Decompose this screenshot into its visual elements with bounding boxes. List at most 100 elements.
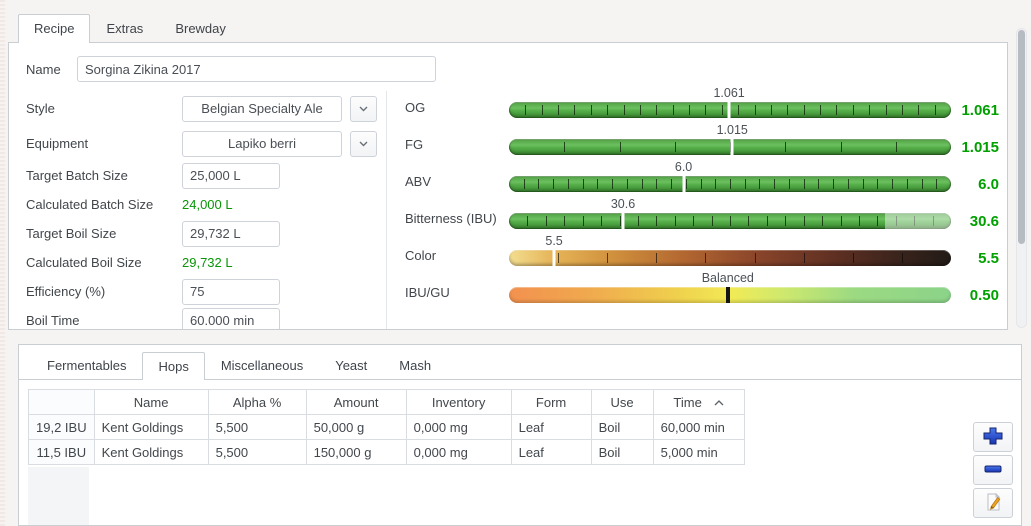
recipe-tabbar: Recipe Extras Brewday — [8, 4, 1008, 43]
cell-inventory[interactable]: 0,000 mg — [405, 439, 512, 465]
tick-mark — [895, 142, 897, 152]
tick-mark — [906, 179, 908, 189]
tick-mark — [901, 253, 903, 263]
column-header-amount[interactable]: Amount — [305, 389, 407, 415]
tick-mark — [558, 253, 560, 263]
color-marker — [552, 250, 556, 266]
tick-mark — [685, 179, 687, 189]
edit-pencil-icon — [983, 492, 1003, 515]
remove-hop-button[interactable] — [973, 455, 1013, 485]
add-hop-button[interactable] — [973, 422, 1013, 452]
cell-form[interactable]: Leaf — [510, 414, 592, 440]
style-dropdown-button[interactable] — [350, 95, 377, 122]
tick-mark — [674, 142, 676, 152]
target-batch-size-input[interactable] — [182, 162, 280, 189]
cell-amount[interactable]: 50,000 g — [305, 414, 407, 440]
cell-alpha[interactable]: 5,500 — [207, 439, 307, 465]
column-header-time[interactable]: Time — [652, 389, 745, 415]
abv-marker-caption: 6.0 — [509, 160, 951, 175]
tab-hops[interactable]: Hops — [142, 352, 205, 380]
tick-mark — [738, 105, 740, 115]
column-header-alpha[interactable]: Alpha % — [207, 389, 307, 415]
ibu-gu-value: 0.50 — [969, 287, 999, 304]
cell-name[interactable]: Kent Goldings — [93, 439, 209, 465]
table-corner-cell[interactable] — [28, 389, 95, 415]
name-label: Name — [26, 61, 61, 77]
column-header-form[interactable]: Form — [510, 389, 592, 415]
tick-mark — [730, 216, 731, 226]
cell-time[interactable]: 60,000 min — [652, 414, 745, 440]
tick-mark — [672, 105, 674, 115]
tick-mark — [840, 216, 842, 226]
tab-extras[interactable]: Extras — [106, 21, 144, 36]
row-header-ibu[interactable]: 19,2 IBU — [28, 414, 95, 440]
boil-time-input[interactable] — [182, 307, 280, 329]
tick-mark — [788, 179, 790, 189]
tab-miscellaneous[interactable]: Miscellaneous — [220, 358, 304, 373]
abv-bar — [509, 176, 951, 192]
tick-mark — [567, 179, 569, 189]
fg-gauge: FG 1.015 1.015 — [387, 123, 1007, 161]
tab-mash[interactable]: Mash — [399, 358, 432, 373]
tick-mark — [597, 179, 599, 189]
tick-mark — [820, 105, 822, 115]
tick-mark — [619, 216, 621, 226]
tick-mark — [754, 253, 756, 263]
cell-name[interactable]: Kent Goldings — [93, 414, 209, 440]
cell-inventory[interactable]: 0,000 mg — [405, 414, 512, 440]
efficiency-input[interactable] — [182, 278, 280, 305]
tick-mark — [774, 179, 776, 189]
tick-mark — [582, 216, 584, 226]
cell-use[interactable]: Boil — [590, 439, 654, 465]
tick-mark — [553, 179, 555, 189]
tick-mark — [803, 105, 805, 115]
equipment-combobox[interactable]: Lapiko berri — [182, 130, 342, 157]
target-batch-size-row: Target Batch Size — [26, 161, 386, 190]
cell-form[interactable]: Leaf — [510, 439, 592, 465]
og-gauge: OG 1.061 1.061 — [387, 86, 1007, 124]
calculated-batch-size-row: Calculated Batch Size 24,000 L — [26, 190, 386, 219]
tick-mark — [689, 105, 691, 115]
tick-mark — [852, 253, 854, 263]
tick-mark — [607, 105, 609, 115]
tick-mark — [785, 216, 787, 226]
equipment-dropdown-button[interactable] — [350, 130, 377, 157]
target-boil-size-input[interactable] — [182, 220, 280, 247]
column-header-inventory[interactable]: Inventory — [405, 389, 512, 415]
column-header-use[interactable]: Use — [590, 389, 654, 415]
tick-mark — [639, 105, 641, 115]
fg-marker — [730, 139, 734, 155]
efficiency-row: Efficiency (%) — [26, 277, 386, 306]
scrollbar-thumb[interactable] — [1018, 30, 1025, 244]
tick-mark — [705, 253, 707, 263]
tick-mark — [744, 179, 746, 189]
ibu-gu-label: IBU/GU — [405, 285, 450, 300]
tick-mark — [770, 105, 772, 115]
column-header-name[interactable]: Name — [93, 389, 209, 415]
tick-mark — [641, 179, 643, 189]
tick-mark — [607, 253, 609, 263]
tick-mark — [748, 216, 750, 226]
tab-fermentables[interactable]: Fermentables — [47, 358, 127, 373]
tick-mark — [545, 216, 547, 226]
tab-yeast[interactable]: Yeast — [335, 358, 368, 373]
recipe-name-input[interactable] — [77, 56, 436, 82]
tick-mark — [921, 179, 923, 189]
cell-time[interactable]: 5,000 min — [652, 439, 745, 465]
cell-use[interactable]: Boil — [590, 414, 654, 440]
row-header-ibu[interactable]: 11,5 IBU — [28, 439, 95, 465]
ibu-gu-bar — [509, 287, 951, 303]
ingredients-tabbar: Fermentables Hops Miscellaneous Yeast Mash — [19, 345, 1021, 380]
edit-hop-button[interactable] — [973, 488, 1013, 518]
vertical-scrollbar[interactable] — [1016, 28, 1027, 328]
tick-mark — [833, 179, 835, 189]
tab-recipe[interactable]: Recipe — [18, 14, 91, 43]
cell-amount[interactable]: 150,000 g — [305, 439, 407, 465]
style-combobox[interactable]: Belgian Specialty Ale — [182, 95, 342, 122]
cell-alpha[interactable]: 5,500 — [207, 414, 307, 440]
tab-brewday[interactable]: Brewday — [175, 21, 226, 36]
recipe-tab-widget: Recipe Extras Brewday Name Style Belgian S… — [8, 4, 1008, 330]
og-value: 1.061 — [961, 102, 999, 119]
tick-mark — [700, 179, 702, 189]
equipment-row: Equipment Lapiko berri — [26, 126, 386, 161]
